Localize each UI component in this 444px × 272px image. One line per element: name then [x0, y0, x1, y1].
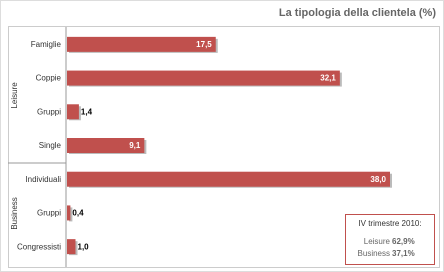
bar	[67, 239, 76, 255]
group-label: Business	[10, 197, 19, 229]
value-label: 1,4	[81, 107, 93, 116]
value-label: 32,1	[320, 74, 336, 83]
y-tick-label: Coppie	[36, 74, 62, 83]
annotation-value: 37,1%	[392, 249, 415, 258]
bar	[67, 104, 79, 120]
value-label: 17,5	[196, 40, 212, 49]
annotation-value: 62,9%	[392, 237, 415, 246]
group-label: Leisure	[10, 82, 19, 109]
y-tick-label: Famiglie	[31, 40, 62, 49]
value-label: 9,1	[129, 141, 141, 150]
plot-frame	[8, 26, 440, 268]
y-tick-label: Congressisti	[17, 242, 61, 251]
bar	[67, 171, 390, 187]
y-tick-label: Single	[39, 141, 62, 150]
annotation-label: Leisure	[364, 237, 391, 246]
y-tick-label: Gruppi	[37, 209, 61, 218]
annotation-box	[345, 214, 435, 265]
bar	[67, 138, 145, 153]
bar	[67, 70, 340, 86]
value-label: 38,0	[370, 175, 386, 184]
bar	[67, 205, 71, 221]
annotation-title: IV trimestre 2010:	[358, 219, 421, 228]
value-label: 1,0	[78, 242, 90, 251]
y-tick-label: Gruppi	[37, 107, 61, 116]
bar	[67, 36, 216, 52]
annotation-label: Business	[358, 249, 390, 258]
bar-shadow	[69, 207, 73, 222]
value-label: 0,4	[72, 209, 84, 218]
chart-title: La tipologia della clientela (%)	[279, 7, 436, 19]
y-tick-label: Individuali	[25, 175, 61, 184]
